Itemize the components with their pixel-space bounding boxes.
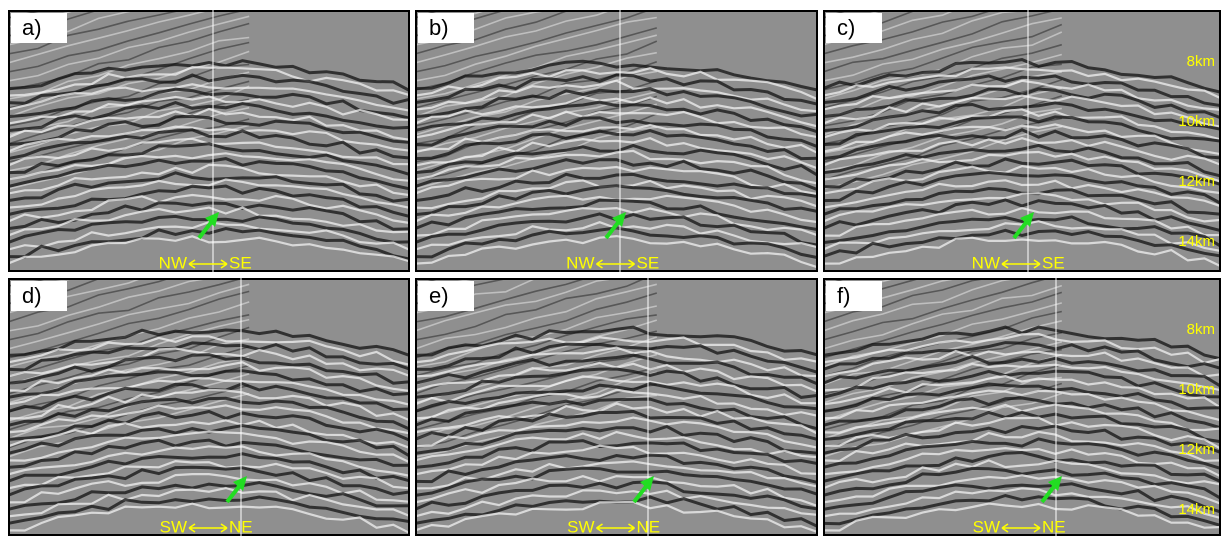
panel: c) NW SE 8km 10km 12km 14km — [823, 0, 1221, 272]
direction-left: NW — [972, 253, 1000, 272]
panel-label: b) — [429, 15, 449, 40]
panel-label: e) — [429, 283, 449, 308]
reflector — [8, 0, 249, 9]
depth-label: 12km — [1178, 441, 1215, 458]
figure: a) NW SE b) NW SE c) NW SE 8km 10km 12km 14km d) SW NE e… — [0, 0, 1221, 536]
depth-label: 12km — [1178, 173, 1215, 190]
panel-label: f) — [837, 283, 850, 308]
direction-left: SW — [973, 517, 1000, 536]
label-box — [826, 281, 882, 311]
direction-left: NW — [566, 253, 594, 272]
panel: a) NW SE — [8, 0, 410, 272]
direction-left: SW — [567, 517, 594, 536]
depth-label: 10km — [1178, 113, 1215, 130]
panel-label: c) — [837, 15, 855, 40]
direction-right: NE — [637, 517, 661, 536]
direction-right: SE — [229, 253, 252, 272]
depth-label: 14km — [1178, 501, 1215, 518]
depth-label: 14km — [1178, 233, 1215, 250]
depth-label: 10km — [1178, 381, 1215, 398]
direction-right: NE — [1042, 517, 1066, 536]
reflector — [823, 0, 1062, 9]
depth-label: 8km — [1187, 53, 1215, 70]
direction-left: NW — [159, 253, 187, 272]
depth-label: 8km — [1187, 321, 1215, 338]
reflector — [415, 0, 657, 9]
direction-right: SE — [1042, 253, 1065, 272]
direction-right: NE — [229, 517, 253, 536]
direction-right: SE — [637, 253, 660, 272]
panel-label: d) — [22, 283, 42, 308]
panel-label: a) — [22, 15, 42, 40]
direction-left: SW — [160, 517, 187, 536]
panel: b) NW SE — [415, 0, 818, 272]
